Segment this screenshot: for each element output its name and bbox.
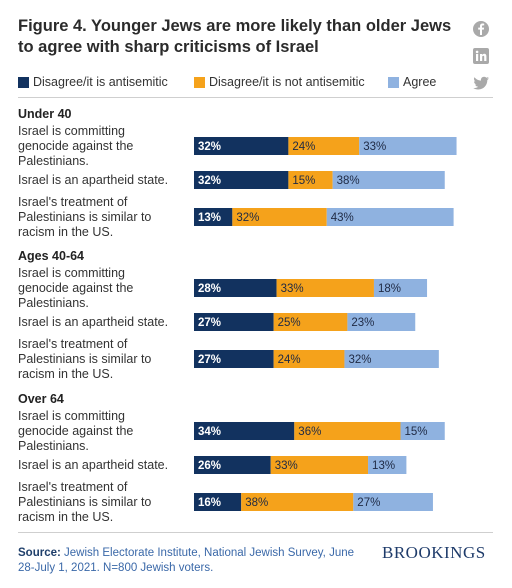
bar-value-label: 16%: [198, 497, 221, 509]
bar-segment: [359, 137, 457, 155]
bar-segment: [194, 137, 289, 155]
bar-segment: [400, 422, 445, 440]
row-label: Israel is committing: [18, 409, 125, 423]
bar-segment: [194, 493, 242, 511]
row-label: Palestinians.: [18, 154, 89, 168]
legend-swatch: [18, 76, 29, 88]
row-label: genocide against the: [18, 424, 133, 438]
bar-value-label: 38%: [245, 497, 268, 509]
bottom-divider: [18, 532, 493, 533]
bar-value-label: 26%: [198, 460, 221, 472]
bar-segment: [273, 350, 345, 368]
facebook-icon[interactable]: [472, 20, 490, 38]
row-label: Israel is an apartheid state.: [18, 315, 168, 329]
bar-value-label: 13%: [198, 212, 221, 224]
bar-value-label: 33%: [275, 460, 298, 472]
bar-value-label: 36%: [298, 426, 321, 438]
row-label: racism in the US.: [18, 225, 113, 239]
bar-segment: [332, 171, 445, 189]
bar-value-label: 27%: [198, 354, 221, 366]
bar-value-label: 24%: [292, 141, 315, 153]
top-divider: [18, 97, 493, 98]
bar-segment: [344, 350, 439, 368]
legend-label: Disagree/it is antisemitic: [33, 75, 168, 89]
bar-value-label: 27%: [357, 497, 380, 509]
row-label: Israel's treatment of: [18, 337, 128, 351]
bar-segment: [241, 493, 354, 511]
row-label: Palestinians is similar to: [18, 495, 151, 509]
bar-segment: [288, 137, 360, 155]
bar-value-label: 27%: [198, 317, 221, 329]
row-label: genocide against the: [18, 281, 133, 295]
bar-value-label: 28%: [198, 283, 221, 295]
row-label: Israel is an apartheid state.: [18, 458, 168, 472]
bar-value-label: 15%: [405, 426, 428, 438]
source-link[interactable]: Jewish Electorate Institute, National Je…: [18, 547, 355, 574]
bar-value-label: 25%: [278, 317, 301, 329]
bar-value-label: 33%: [363, 141, 386, 153]
legend-label: Agree: [403, 75, 437, 89]
brookings-logo: BROOKINGS: [382, 543, 486, 562]
bar-value-label: 32%: [236, 212, 259, 224]
row-label: racism in the US.: [18, 510, 113, 524]
bar-segment: [194, 313, 274, 331]
bar-segment: [288, 171, 333, 189]
bar-segment: [347, 313, 416, 331]
group-title: Ages 40-64: [18, 249, 84, 263]
bar-value-label: 32%: [198, 141, 221, 153]
bar-segment: [294, 422, 401, 440]
bar-value-label: 32%: [348, 354, 371, 366]
source-prefix: Source:: [18, 547, 61, 559]
row-label: Palestinians.: [18, 439, 89, 453]
bar-segment: [194, 456, 271, 474]
bar-segment: [326, 208, 454, 226]
bar-segment: [353, 493, 433, 511]
legend-item-not-antisemitic: Disagree/it is not antisemitic: [194, 75, 365, 89]
bar-segment: [194, 422, 295, 440]
row-label: Israel is committing: [18, 124, 125, 138]
chart-title: Figure 4. Younger Jews are more likely t…: [18, 17, 452, 56]
row-label: Israel is committing: [18, 266, 125, 280]
bar-value-label: 23%: [351, 317, 374, 329]
bar-segment: [194, 208, 233, 226]
bar-value-label: 34%: [198, 426, 221, 438]
bar-value-label: 15%: [292, 175, 315, 187]
bar-segment: [368, 456, 407, 474]
row-label: Israel's treatment of: [18, 195, 128, 209]
bar-segment: [270, 456, 369, 474]
legend-swatch: [194, 76, 205, 88]
bar-value-label: 13%: [372, 460, 395, 472]
bar-segment: [276, 279, 374, 297]
bar-segment: [273, 313, 348, 331]
row-label: Israel is an apartheid state.: [18, 173, 168, 187]
twitter-icon[interactable]: [472, 74, 490, 92]
group-title: Over 64: [18, 392, 64, 406]
bar-value-label: 43%: [331, 212, 354, 224]
bar-value-label: 38%: [337, 175, 360, 187]
bar-value-label: 33%: [281, 283, 304, 295]
row-label: Palestinians.: [18, 296, 89, 310]
row-label: Palestinians is similar to: [18, 352, 151, 366]
legend-item-agree: Agree: [388, 75, 436, 89]
row-label: Palestinians is similar to: [18, 210, 151, 224]
source-note: Source: Jewish Electorate Institute, Nat…: [18, 546, 358, 576]
group-title: Under 40: [18, 107, 72, 121]
legend-item-antisemitic: Disagree/it is antisemitic: [18, 75, 168, 89]
bar-segment: [194, 279, 277, 297]
row-label: genocide against the: [18, 139, 133, 153]
bar-value-label: 18%: [378, 283, 401, 295]
bar-value-label: 24%: [278, 354, 301, 366]
linkedin-icon[interactable]: [472, 47, 490, 65]
bar-segment: [194, 171, 289, 189]
row-label: racism in the US.: [18, 367, 113, 381]
bar-segment: [194, 350, 274, 368]
bar-segment: [373, 279, 428, 297]
row-label: Israel's treatment of: [18, 480, 128, 494]
bar-value-label: 32%: [198, 175, 221, 187]
bar-segment: [232, 208, 327, 226]
legend-label: Disagree/it is not antisemitic: [209, 75, 365, 89]
legend-swatch: [388, 76, 399, 88]
